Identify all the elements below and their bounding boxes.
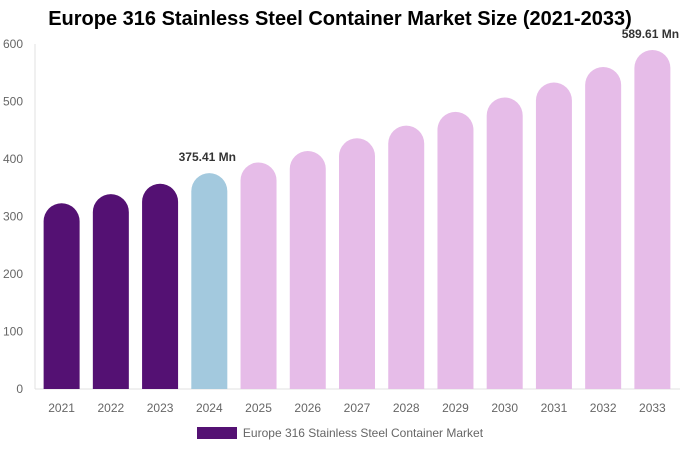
data-label: 589.61 Mn [622,27,679,41]
x-tick-label: 2031 [541,401,568,415]
bar-2021 [43,203,80,389]
bar-2024 [191,173,228,389]
y-tick-label: 0 [16,382,23,396]
bar-2027 [339,138,375,389]
bar-2023 [142,183,179,389]
y-tick-label: 300 [3,210,23,224]
x-tick-label: 2033 [639,401,666,415]
y-tick-label: 200 [3,267,23,281]
x-tick-label: 2027 [344,401,371,415]
data-label: 375.41 Mn [179,150,236,164]
x-tick-label: 2024 [196,401,223,415]
y-tick-label: 500 [3,95,23,109]
x-tick-label: 2023 [147,401,174,415]
x-tick-label: 2028 [393,401,420,415]
y-tick-label: 100 [3,325,23,339]
bar-2025 [240,162,277,389]
bar-2031 [535,82,572,389]
legend-label: Europe 316 Stainless Steel Container Mar… [242,426,484,440]
x-tick-label: 2022 [97,401,124,415]
y-tick-label: 400 [3,152,23,166]
bar-2030 [486,97,523,389]
legend-swatch [196,427,237,439]
x-tick-label: 2026 [294,401,321,415]
chart-title: Europe 316 Stainless Steel Container Mar… [48,8,632,30]
x-tick-label: 2029 [442,401,469,415]
y-tick-label: 600 [3,37,23,51]
bar-2029 [437,111,474,389]
x-tick-label: 2032 [590,401,617,415]
x-tick-label: 2021 [48,401,75,415]
legend: Europe 316 Stainless Steel Container Mar… [0,426,680,440]
bar-2033 [634,49,671,390]
bar-2022 [92,194,129,389]
bar-2028 [388,125,425,389]
x-tick-label: 2030 [491,401,518,415]
bar-2032 [585,67,622,389]
x-tick-label: 2025 [245,401,272,415]
bar-2026 [289,150,326,389]
